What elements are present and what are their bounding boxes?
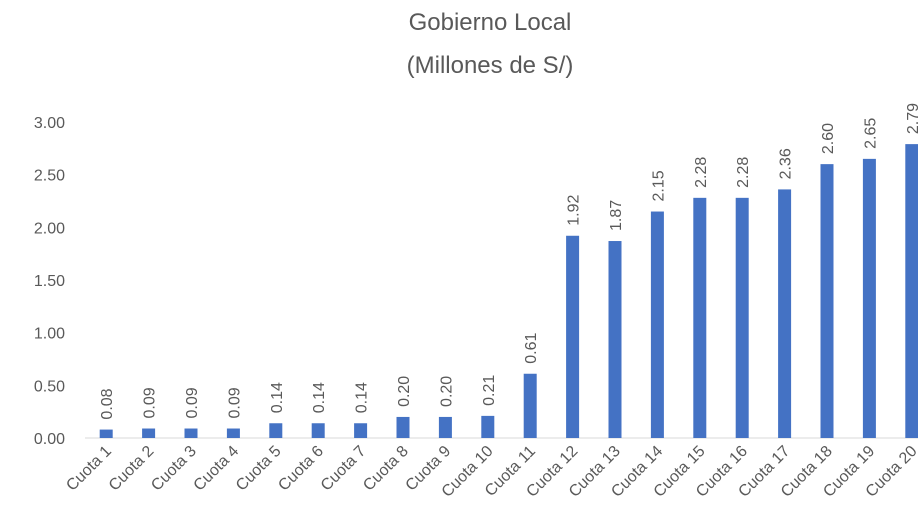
y-tick-label: 3.00: [34, 115, 65, 132]
bar: [226, 428, 240, 438]
y-tick-label: 2.00: [34, 220, 65, 237]
data-label: 0.21: [481, 375, 498, 406]
data-label: 0.09: [142, 387, 159, 418]
y-tick-label: 1.00: [34, 326, 65, 343]
x-tick-label: Cuota 1: [63, 443, 115, 495]
bar: [778, 189, 792, 438]
data-label: 0.08: [99, 388, 116, 419]
data-label: 0.14: [269, 382, 286, 413]
data-label: 2.60: [820, 123, 837, 154]
data-label: 1.92: [566, 195, 583, 226]
data-label: 0.61: [523, 333, 540, 364]
y-tick-label: 0.50: [34, 378, 65, 395]
x-tick-label: Cuota 5: [233, 443, 285, 495]
data-label: 2.28: [693, 157, 710, 188]
data-label: 2.36: [778, 148, 795, 179]
data-label: 2.15: [650, 170, 667, 201]
bar: [862, 158, 876, 438]
bar: [820, 164, 834, 438]
chart-subtitle: (Millones de S/): [407, 52, 574, 79]
bar: [608, 241, 622, 438]
bar: [481, 415, 495, 438]
bar: [354, 423, 368, 438]
x-tick-label: Cuota 4: [191, 443, 243, 495]
data-label: 1.87: [608, 200, 625, 231]
data-label: 0.20: [396, 376, 413, 407]
bar: [396, 416, 410, 438]
y-tick-label: 1.50: [34, 273, 65, 290]
bar: [184, 428, 198, 438]
bar: [735, 197, 749, 438]
data-label: 2.28: [735, 157, 752, 188]
y-tick-label: 0.00: [34, 431, 65, 448]
data-label: 0.09: [226, 387, 243, 418]
data-label: 0.14: [354, 382, 371, 413]
data-label: 0.20: [438, 376, 455, 407]
y-tick-label: 2.50: [34, 168, 65, 185]
data-label: 2.79: [905, 103, 918, 134]
bar: [566, 235, 580, 438]
data-label: 2.65: [862, 118, 879, 149]
bar: [269, 423, 283, 438]
x-tick-label: Cuota 2: [106, 443, 158, 495]
bar: [905, 144, 918, 438]
x-tick-label: Cuota 8: [360, 443, 412, 495]
data-label: 0.14: [311, 382, 328, 413]
bar: [523, 373, 537, 438]
bar: [438, 416, 452, 438]
bar: [142, 428, 156, 438]
bar: [311, 423, 325, 438]
bar: [99, 429, 113, 438]
x-tick-label: Cuota 7: [318, 443, 370, 495]
x-tick-label: Cuota 3: [148, 443, 200, 495]
bar: [650, 211, 664, 438]
x-tick-label: Cuota 6: [275, 443, 327, 495]
data-label: 0.09: [184, 387, 201, 418]
bar: [693, 197, 707, 438]
chart-title: Gobierno Local: [409, 9, 572, 36]
